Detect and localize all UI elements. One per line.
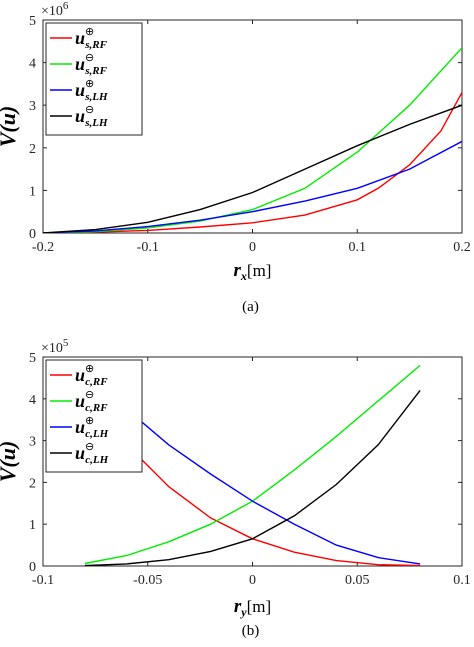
y-tick-label: 3 [29,99,36,114]
legend-label-0: u⊕ s,RF [75,26,108,51]
legend-label-3: u⊖ c,LH [75,441,109,466]
legend-label-1: u⊖ s,RF [75,52,108,77]
series-line-3 [43,104,462,233]
y-tick-label: 3 [29,435,36,450]
legend-label-3: u⊖ s,LH [75,104,108,129]
x-tick-label: 0.2 [453,240,471,255]
x-tick-label: 0 [249,240,256,255]
y-exponent-power: 5 [63,337,69,349]
y-axis-label: V(u) [0,441,20,483]
y-tick-label: 0 [29,227,36,242]
y-exponent-base: ×10 [41,341,63,356]
x-axis-label: ry[m] [234,596,271,619]
series-line-1 [43,47,462,233]
y-axis-label: V(u) [0,106,20,148]
y-exponent-label: ×106 [41,0,69,19]
legend-label-1: u⊖ c,RF [75,389,108,414]
y-tick-label: 5 [29,14,36,29]
x-tick-label: -0.1 [32,573,54,588]
y-tick-label: 4 [29,393,36,408]
series-line-2 [43,140,462,233]
y-tick-label: 2 [29,142,36,157]
y-tick-label: 4 [29,57,36,72]
chart-panel-a: -0.2 -0.1 0 0.1 0.2 0 1 2 3 4 5 ×106 V(u) rx[m] (a) u⊕ s… [0,0,471,315]
panel-caption: (b) [242,623,260,639]
y-tick-label: 0 [29,560,36,575]
legend-label-2: u⊕ s,LH [75,78,108,103]
series-line-0 [43,92,462,233]
y-tick-label: 1 [29,518,36,533]
legend-label-0: u⊕ c,RF [75,363,108,388]
y-exponent-base: ×10 [41,4,63,19]
panel-caption: (a) [242,299,259,315]
legend-label-2: u⊕ c,LH [75,415,109,440]
y-tick-label: 1 [29,184,36,199]
x-tick-label: -0.05 [133,573,162,588]
x-axis-label: rx[m] [234,260,272,283]
x-tick-label: 0.1 [453,573,471,588]
y-tick-label: 2 [29,476,36,491]
x-tick-label: 0.05 [345,573,370,588]
x-tick-label: -0.2 [32,240,54,255]
x-tick-label: -0.1 [137,240,159,255]
y-exponent-label: ×105 [41,337,69,356]
x-tick-label: 0.1 [349,240,367,255]
x-tick-label: 0 [249,573,256,588]
y-tick-label: 5 [29,351,36,366]
chart-panel-b: -0.1 -0.05 0 0.05 0.1012345×105V(u)ry[m](b)u… [0,337,471,639]
series-line-3 [84,389,421,566]
y-exponent-power: 6 [63,0,69,12]
